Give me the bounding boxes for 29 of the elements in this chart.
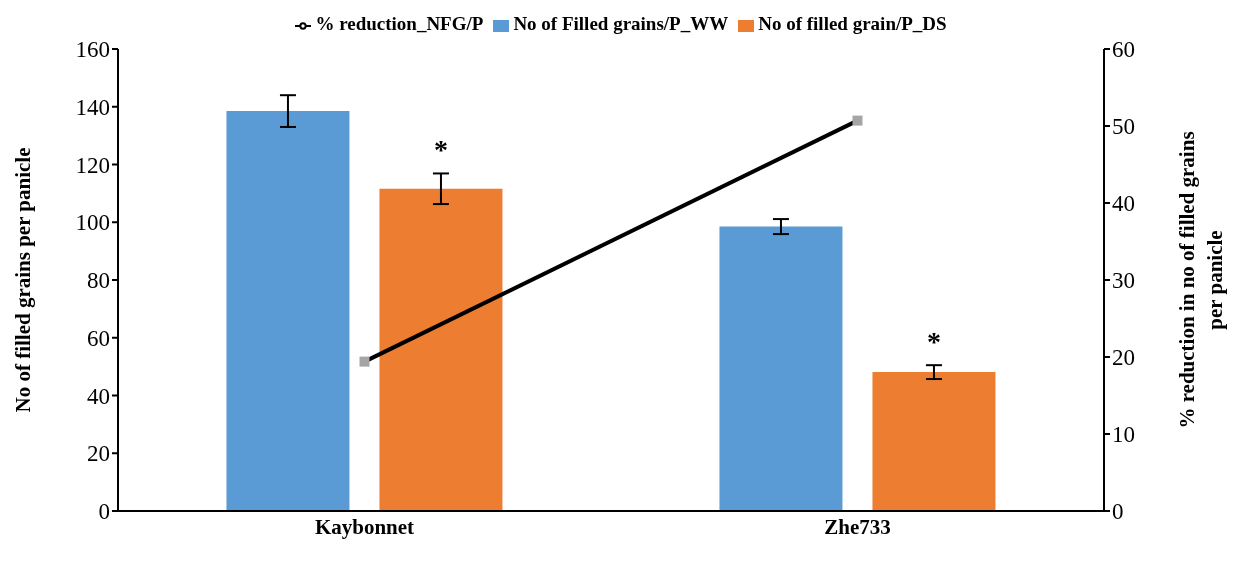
y-tick-label: 140 xyxy=(75,94,110,120)
bar xyxy=(719,226,843,511)
y-tick-label: 120 xyxy=(75,152,110,178)
legend-label: % reduction_NFG/P xyxy=(315,13,484,34)
legend-label: No of filled grain/P_DS xyxy=(758,13,947,34)
y-tick-label: 60 xyxy=(87,325,110,351)
y-axis-title: No of filled grains per panicle xyxy=(11,147,36,413)
data-label: * xyxy=(433,134,448,166)
y2-tick-label: 60 xyxy=(1112,37,1135,63)
x-tick-label: Kaybonnet xyxy=(314,514,415,539)
y2-tick-label: 10 xyxy=(1112,422,1135,448)
bar xyxy=(872,372,996,511)
y2-tick-label: 50 xyxy=(1112,114,1135,140)
y2-axis-title: % reduction in no of filled grains per panicle xyxy=(1175,131,1227,429)
y2-tick-label: 20 xyxy=(1112,345,1135,371)
bar xyxy=(379,188,503,511)
y2-tick-label: 30 xyxy=(1112,268,1135,294)
bar xyxy=(226,111,350,511)
data-label: * xyxy=(926,326,941,358)
y-tick-label: 80 xyxy=(87,268,110,294)
legend-label: No of Filled grains/P_WW xyxy=(513,13,729,34)
y-tick-label: 0 xyxy=(98,499,110,525)
y-tick-label: 20 xyxy=(87,441,110,467)
y2-tick-label: 0 xyxy=(1112,499,1124,525)
y2-tick-label: 40 xyxy=(1112,191,1135,217)
y-tick-label: 160 xyxy=(75,37,110,63)
y-tick-label: 100 xyxy=(75,210,110,236)
x-tick-label: Zhe733 xyxy=(824,514,891,539)
y-tick-label: 40 xyxy=(87,383,110,409)
